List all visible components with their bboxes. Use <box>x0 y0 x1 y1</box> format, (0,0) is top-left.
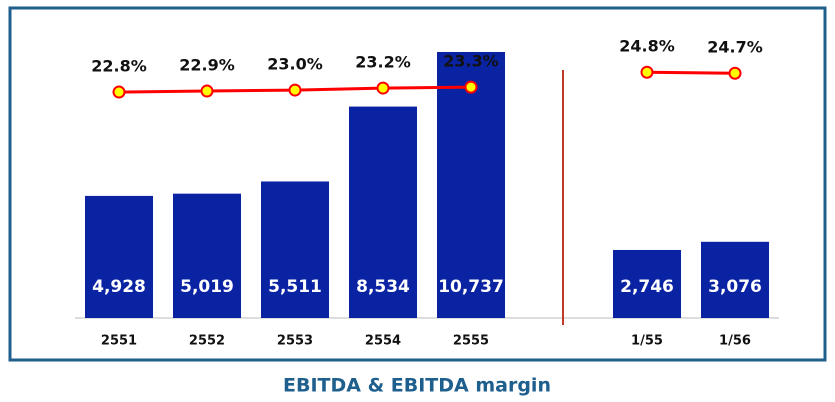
bar-value-label: 2,746 <box>620 277 674 297</box>
bar-value-label: 10,737 <box>438 277 504 297</box>
x-tick-label: 2554 <box>365 334 401 349</box>
line-value-label: 22.9% <box>179 56 235 75</box>
x-tick-label: 2553 <box>277 334 313 349</box>
line-marker <box>640 65 654 79</box>
line-marker <box>728 66 742 80</box>
bar-value-label: 4,928 <box>92 277 146 297</box>
line-marker <box>376 81 390 95</box>
bar-value-label: 5,019 <box>180 277 234 297</box>
chart-title: EBITDA & EBITDA margin <box>283 375 551 397</box>
line-value-label: 24.7% <box>707 38 763 57</box>
x-tick-label: 2552 <box>189 334 225 349</box>
bar <box>437 51 505 319</box>
line-marker <box>288 83 302 97</box>
x-tick-label: 1/56 <box>719 334 751 349</box>
bar <box>613 249 681 318</box>
line-value-label: 23.0% <box>267 55 323 74</box>
bar <box>85 195 153 318</box>
bar <box>173 193 241 318</box>
line-marker <box>112 85 126 99</box>
x-tick-label: 1/55 <box>631 334 663 349</box>
bar-value-label: 5,511 <box>268 277 322 297</box>
line-value-label: 24.8% <box>619 37 675 56</box>
line-marker <box>200 84 214 98</box>
bar-value-label: 8,534 <box>356 277 410 297</box>
x-tick-label: 2555 <box>453 334 489 349</box>
bar <box>261 181 329 318</box>
line-marker <box>464 80 478 94</box>
line-value-label: 22.8% <box>91 57 147 76</box>
line-value-label: 23.3% <box>443 52 499 71</box>
x-tick-label: 2551 <box>101 334 137 349</box>
bar <box>349 106 417 318</box>
bar <box>701 241 769 318</box>
line-value-label: 23.2% <box>355 53 411 72</box>
bar-value-label: 3,076 <box>708 277 762 297</box>
